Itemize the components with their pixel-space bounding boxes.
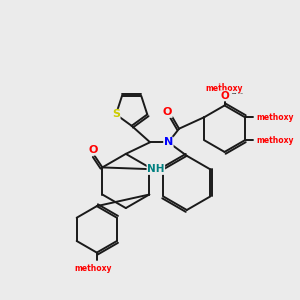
Text: S: S [112, 110, 120, 119]
Text: NH: NH [147, 164, 165, 174]
Text: CH₃: CH₃ [230, 89, 243, 95]
Text: methoxy: methoxy [206, 84, 243, 93]
Text: O: O [220, 91, 229, 101]
Text: N: N [164, 137, 173, 147]
Text: methoxy: methoxy [74, 264, 112, 273]
Text: methoxy: methoxy [256, 112, 294, 122]
Text: methoxy: methoxy [256, 136, 294, 145]
Text: methoxy: methoxy [206, 83, 243, 92]
Text: O: O [163, 107, 172, 117]
Text: O: O [89, 145, 98, 155]
